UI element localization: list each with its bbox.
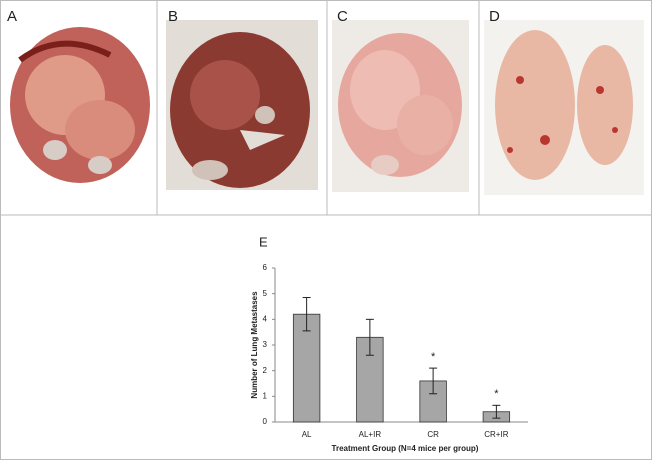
photo-c [332, 20, 469, 192]
significance-marker: * [431, 351, 436, 363]
x-tick-label: AL [302, 430, 312, 439]
x-axis-label: Treatment Group (N=4 mice per group) [332, 444, 479, 453]
photo-d [484, 20, 644, 195]
y-tick-label: 0 [263, 417, 268, 426]
y-tick-label: 3 [263, 340, 268, 349]
panel-label: D [489, 8, 500, 25]
photo-a [10, 27, 150, 183]
y-tick-label: 6 [263, 263, 268, 272]
y-axis-label: Number of Lung Metastases [250, 291, 259, 399]
x-tick-label: CR [427, 430, 439, 439]
y-tick-label: 1 [263, 391, 268, 400]
y-tick-label: 5 [263, 289, 268, 298]
photo-b [166, 20, 318, 190]
bar [292, 313, 321, 423]
y-tick-label: 4 [263, 314, 268, 323]
panel-label: A [7, 8, 17, 25]
x-tick-label: AL+IR [359, 430, 382, 439]
panel-label: C [337, 8, 348, 25]
chart-title: E [259, 234, 268, 249]
y-tick-label: 2 [263, 366, 268, 375]
panel-label: B [168, 8, 178, 25]
x-tick-label: CR+IR [484, 430, 508, 439]
significance-marker: * [494, 388, 499, 400]
